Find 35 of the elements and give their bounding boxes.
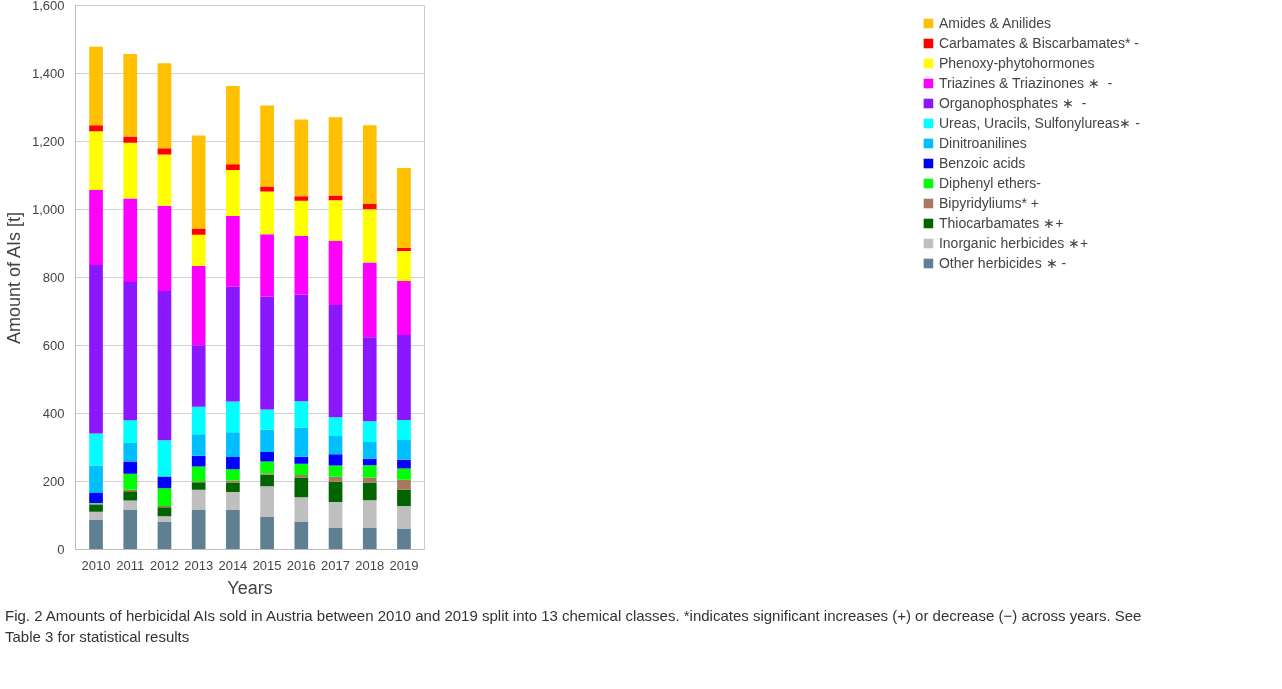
y-tick-label: 600 xyxy=(42,338,65,353)
x-tick-label: 2014 xyxy=(218,557,248,573)
x-tick-label: 2016 xyxy=(286,557,316,573)
legend-label: Triazines & Triazinones ∗ - xyxy=(938,75,1113,91)
legend-label: Dinitroanilines xyxy=(938,135,1027,151)
y-tick-label: 1,200 xyxy=(31,134,65,149)
y-axis-title: Amount of AIs [t] xyxy=(3,211,24,345)
x-tick-label: 2013 xyxy=(184,557,214,573)
y-tick-label: 1,000 xyxy=(31,202,65,217)
legend-label: Ureas, Uracils, Sulfonylureas∗ - xyxy=(938,115,1140,131)
legend-label: Diphenyl ethers- xyxy=(938,175,1041,191)
x-tick-label: 2012 xyxy=(150,557,179,573)
legend-label: Amides & Anilides xyxy=(938,15,1051,31)
x-tick-label: 2017 xyxy=(321,557,350,573)
x-tick-label: 2018 xyxy=(355,557,385,573)
legend-label: Benzoic acids xyxy=(938,155,1026,171)
legend-label: Thiocarbamates ∗+ xyxy=(938,215,1064,231)
legend-label: Other herbicides ∗ - xyxy=(938,255,1067,271)
x-tick-label: 2010 xyxy=(81,557,111,573)
y-tick-label: 0 xyxy=(57,542,65,557)
legend-label: Phenoxy-phytohormones xyxy=(938,55,1095,71)
y-tick-label: 200 xyxy=(42,474,65,489)
y-tick-label: 800 xyxy=(42,270,65,285)
caption: Fig. 2 Amounts of herbicidal AIs sold in Austria between 2010 and 2019 split into 13 chemical classes. *indicates significant increases (+) or decrease (−) across years. See Table 3 for statistical results xyxy=(5,606,1143,648)
legend-label: Carbamates & Biscarbamates* - xyxy=(938,35,1139,51)
x-tick-label: 2015 xyxy=(252,557,282,573)
y-tick-label: 400 xyxy=(42,406,65,421)
x-axis-title: Years xyxy=(227,577,273,598)
legend-label: Bipyridyliums* + xyxy=(938,195,1039,211)
legend-label: Inorganic herbicides ∗+ xyxy=(938,235,1089,251)
x-tick-label: 2011 xyxy=(116,557,145,573)
legend-label: Organophosphates ∗ - xyxy=(938,95,1087,111)
y-tick-label: 1,400 xyxy=(31,66,65,81)
x-tick-label: 2019 xyxy=(389,557,419,573)
y-tick-label: 1,600 xyxy=(31,0,65,13)
